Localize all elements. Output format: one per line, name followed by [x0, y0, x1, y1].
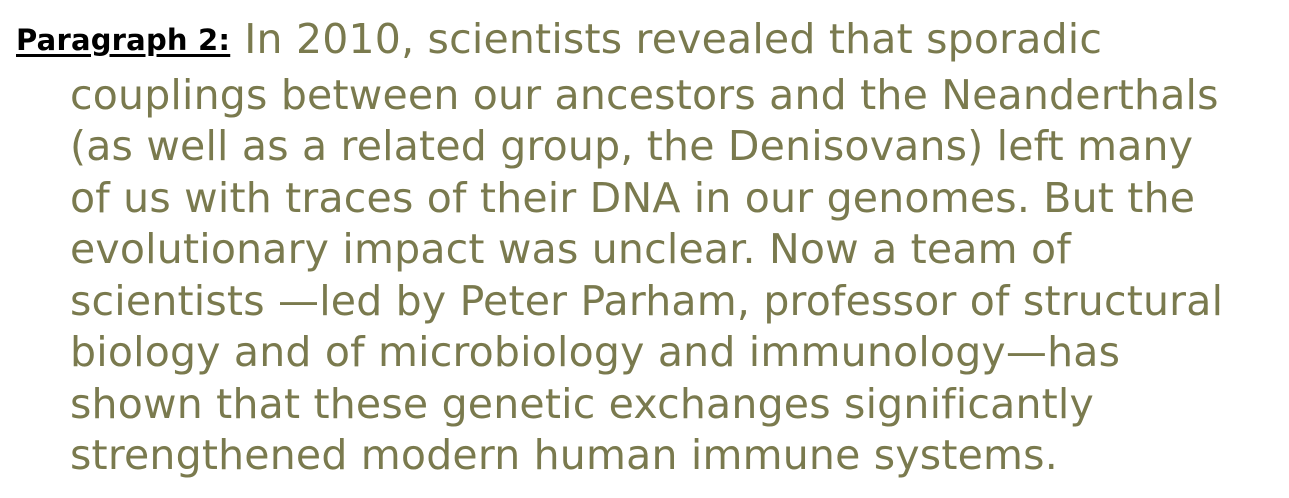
paragraph-2: Paragraph 2: In 2010, scientists revealed… — [16, 14, 1281, 482]
paragraph-line-4: of us with traces of their DNA in our ge… — [70, 173, 1196, 222]
paragraph-line-6: scientists —led by Peter Parham, profess… — [70, 276, 1224, 325]
paragraph-line-3: (as well as a related group, the Denisov… — [70, 122, 1194, 170]
paragraph-line-7: biology and of microbiology and immunolo… — [70, 328, 1121, 376]
paragraph-line-5: evolutionary impact was unclear. Now a t… — [70, 225, 1071, 273]
paragraph-line-9: strengthened modern human immune systems… — [70, 431, 1058, 479]
paragraph-line-2: couplings between our ancestors and the … — [70, 70, 1219, 119]
paragraph-line-1: Paragraph 2: In 2010, scientists revealed… — [16, 14, 1281, 70]
paragraph-line-1-text: In 2010, scientists revealed that sporad… — [244, 15, 1103, 63]
paragraph-label: Paragraph 2: — [16, 23, 231, 57]
paragraph-line-8: shown that these genetic exchanges signi… — [70, 379, 1094, 428]
